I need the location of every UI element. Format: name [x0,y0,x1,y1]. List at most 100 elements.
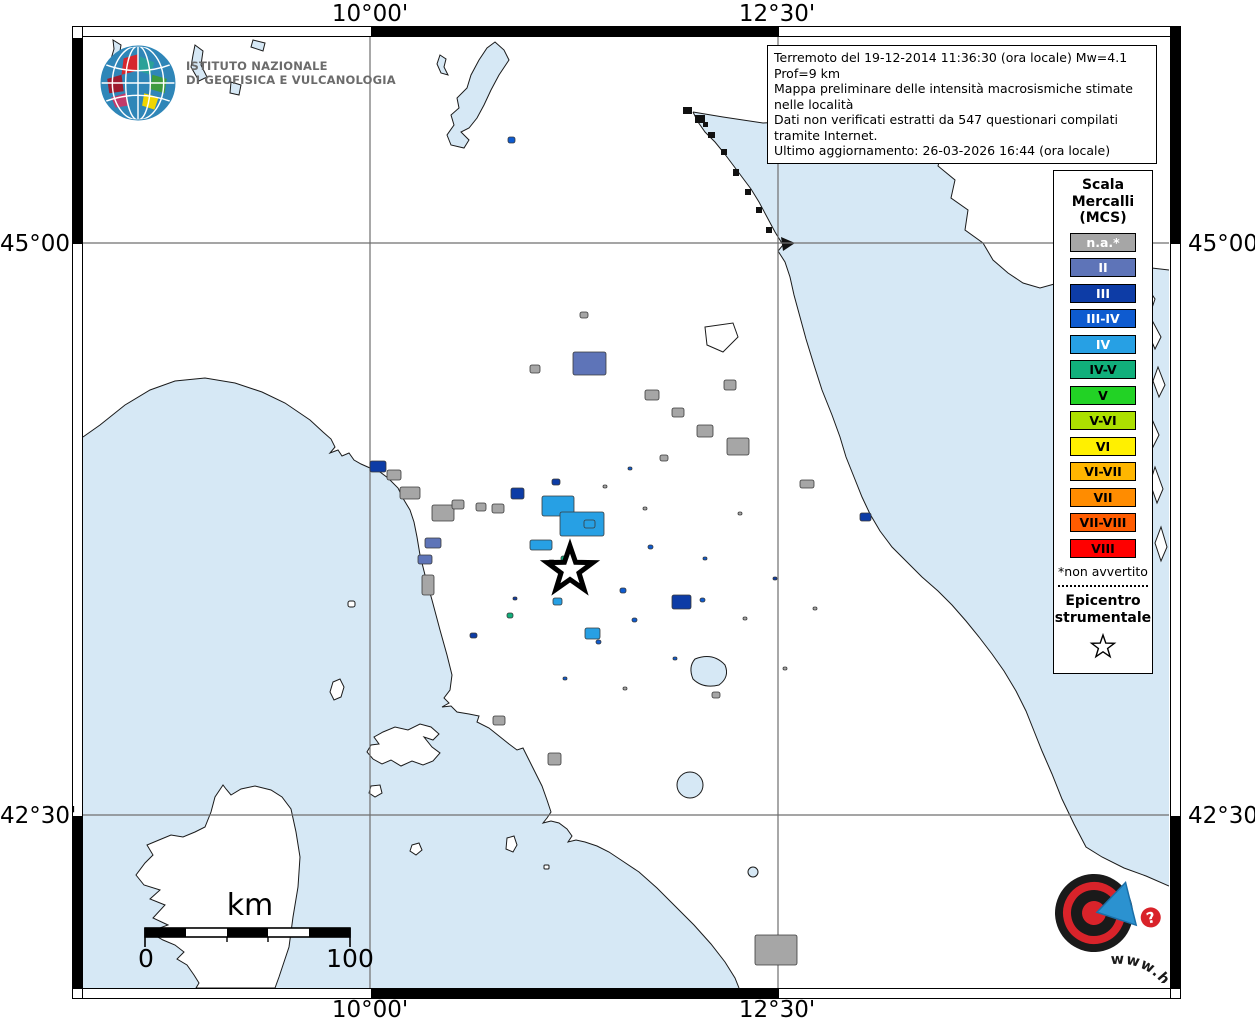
haisentitoilterremoto-logo: www.haisentitoilterremoto.it ? [1040,874,1168,983]
map-frame-right [1170,26,1181,999]
locality-na [754,934,798,966]
locality-na [782,666,788,671]
event-title-box: Terremoto del 19-12-2014 11:36:30 (ora l… [767,45,1157,164]
locality-na [642,506,648,511]
locality-na [696,424,714,438]
legend-swatch-V-VI: V-VI [1070,411,1136,430]
question-mark: ? [1144,908,1157,928]
legend-epicenter-label: Epicentro strumentale [1054,593,1152,626]
locality-na [386,469,402,481]
locality-III-IV [562,676,568,681]
title-line-map: Mappa preliminare delle intensità macros… [774,81,1133,112]
locality-III [512,596,518,601]
legend-swatch-II: II [1070,258,1136,277]
legend-swatch-na: n.a.* [1070,232,1136,252]
lat-label-left-bottom: 42°30' [0,803,77,829]
locality-na [492,715,506,726]
locality-IV [584,627,601,640]
lat-label-left-top: 45°00' [0,231,77,257]
adriatic-coastline [692,111,1169,887]
locality-IV [583,519,596,529]
locality-III-IV [595,639,602,645]
lon-label-top-left: 10°00' [331,1,409,27]
locality-na [799,479,815,489]
locality-III-IV [647,544,654,550]
locality-na [475,502,487,512]
scalebar-unit: km [226,888,274,923]
locality-na [659,454,669,462]
legend-footnote: *non avvertito [1058,564,1148,579]
locality-na [602,484,608,489]
locality-na [644,389,660,401]
locality-na [726,437,750,456]
legend-swatch-VIII: VIII [1070,538,1136,558]
legend-swatch-VII: VII [1070,487,1136,507]
locality-II [417,554,433,565]
lat-label-right-bottom: 42°30' [1188,803,1255,829]
lon-label-top-right: 12°30' [738,1,816,27]
locality-III [772,576,778,581]
locality-III-IV [507,136,516,144]
graticule-lines [83,37,1169,988]
locality-III [551,478,561,486]
locality-IV [559,511,605,537]
locality-III-IV [702,556,708,561]
locality-na [671,407,685,418]
ingv-logo-text: ISTITUTO NAZIONALE DI GEOFISICA E VULCAN… [186,59,396,87]
legend-swatch-VI: VI [1070,436,1136,456]
locality-III [671,594,692,610]
tuscan-islands [329,600,550,870]
legend-swatches: n.a.* II III III-IV IV IV-V V V-VI VI VI-VII VII VI… [1054,232,1152,558]
locality-III-IV [619,587,627,594]
locality-III [859,512,872,522]
locality-II [572,351,607,376]
mercalli-legend: Scala Mercalli (MCS) n.a.* II III III-IV IV I… [1053,170,1153,674]
ingv-globe-logo [100,45,176,121]
comacchio-lagoon [704,322,739,353]
locality-III [369,460,387,473]
adriatic-sea [693,112,1169,886]
west-coastline [83,377,740,988]
legend-swatch-III-IV: III-IV [1070,309,1136,328]
map-canvas [83,37,1169,988]
lat-label-right-top: 45°00' [1188,231,1255,257]
locality-na [451,499,465,510]
lakes [110,39,759,878]
legend-swatch-VII-VIII: VII-VIII [1070,513,1136,532]
locality-na [421,574,435,596]
locality-III-IV [627,466,633,471]
question-badge [1140,907,1161,928]
map-frame-bottom [72,988,1181,999]
locality-IV [541,495,575,517]
legend-epicenter-star-icon [1089,632,1117,659]
locality-na [579,311,589,319]
locality-na [491,503,505,514]
locality-III [469,632,478,639]
title-line-update: Ultimo aggiornamento: 26-03-2026 16:44 (… [774,143,1111,158]
locality-na [529,364,541,374]
map-frame-left [72,26,83,999]
lon-label-bottom-left: 10°00' [331,997,409,1023]
bullseye-center [1082,901,1106,925]
locality-na [547,752,562,766]
locality-na [399,486,421,500]
venice-lagoon-marks [683,107,795,251]
intensity-localities [369,136,872,966]
italy-intensity-map [83,37,1169,988]
scalebar-end: 100 [326,944,374,973]
locality-na [431,504,455,522]
lon-label-bottom-right: 12°30' [738,997,816,1023]
map-frame-top [72,26,1181,37]
locality-III-IV [631,617,638,623]
legend-swatch-IV-V: IV-V [1070,360,1136,379]
locality-II [424,537,442,549]
legend-swatch-VI-VII: VI-VII [1070,462,1136,481]
locality-na [723,379,737,391]
megaphone-icon [1095,880,1138,927]
title-line-event: Terremoto del 19-12-2014 11:36:30 (ora l… [774,50,1128,81]
legend-swatch-V: V [1070,385,1136,405]
locality-III [510,487,525,500]
scalebar [144,927,351,947]
locality-na [812,606,818,611]
title-line-data: Dati non verificati estratti da 547 ques… [774,112,1118,143]
